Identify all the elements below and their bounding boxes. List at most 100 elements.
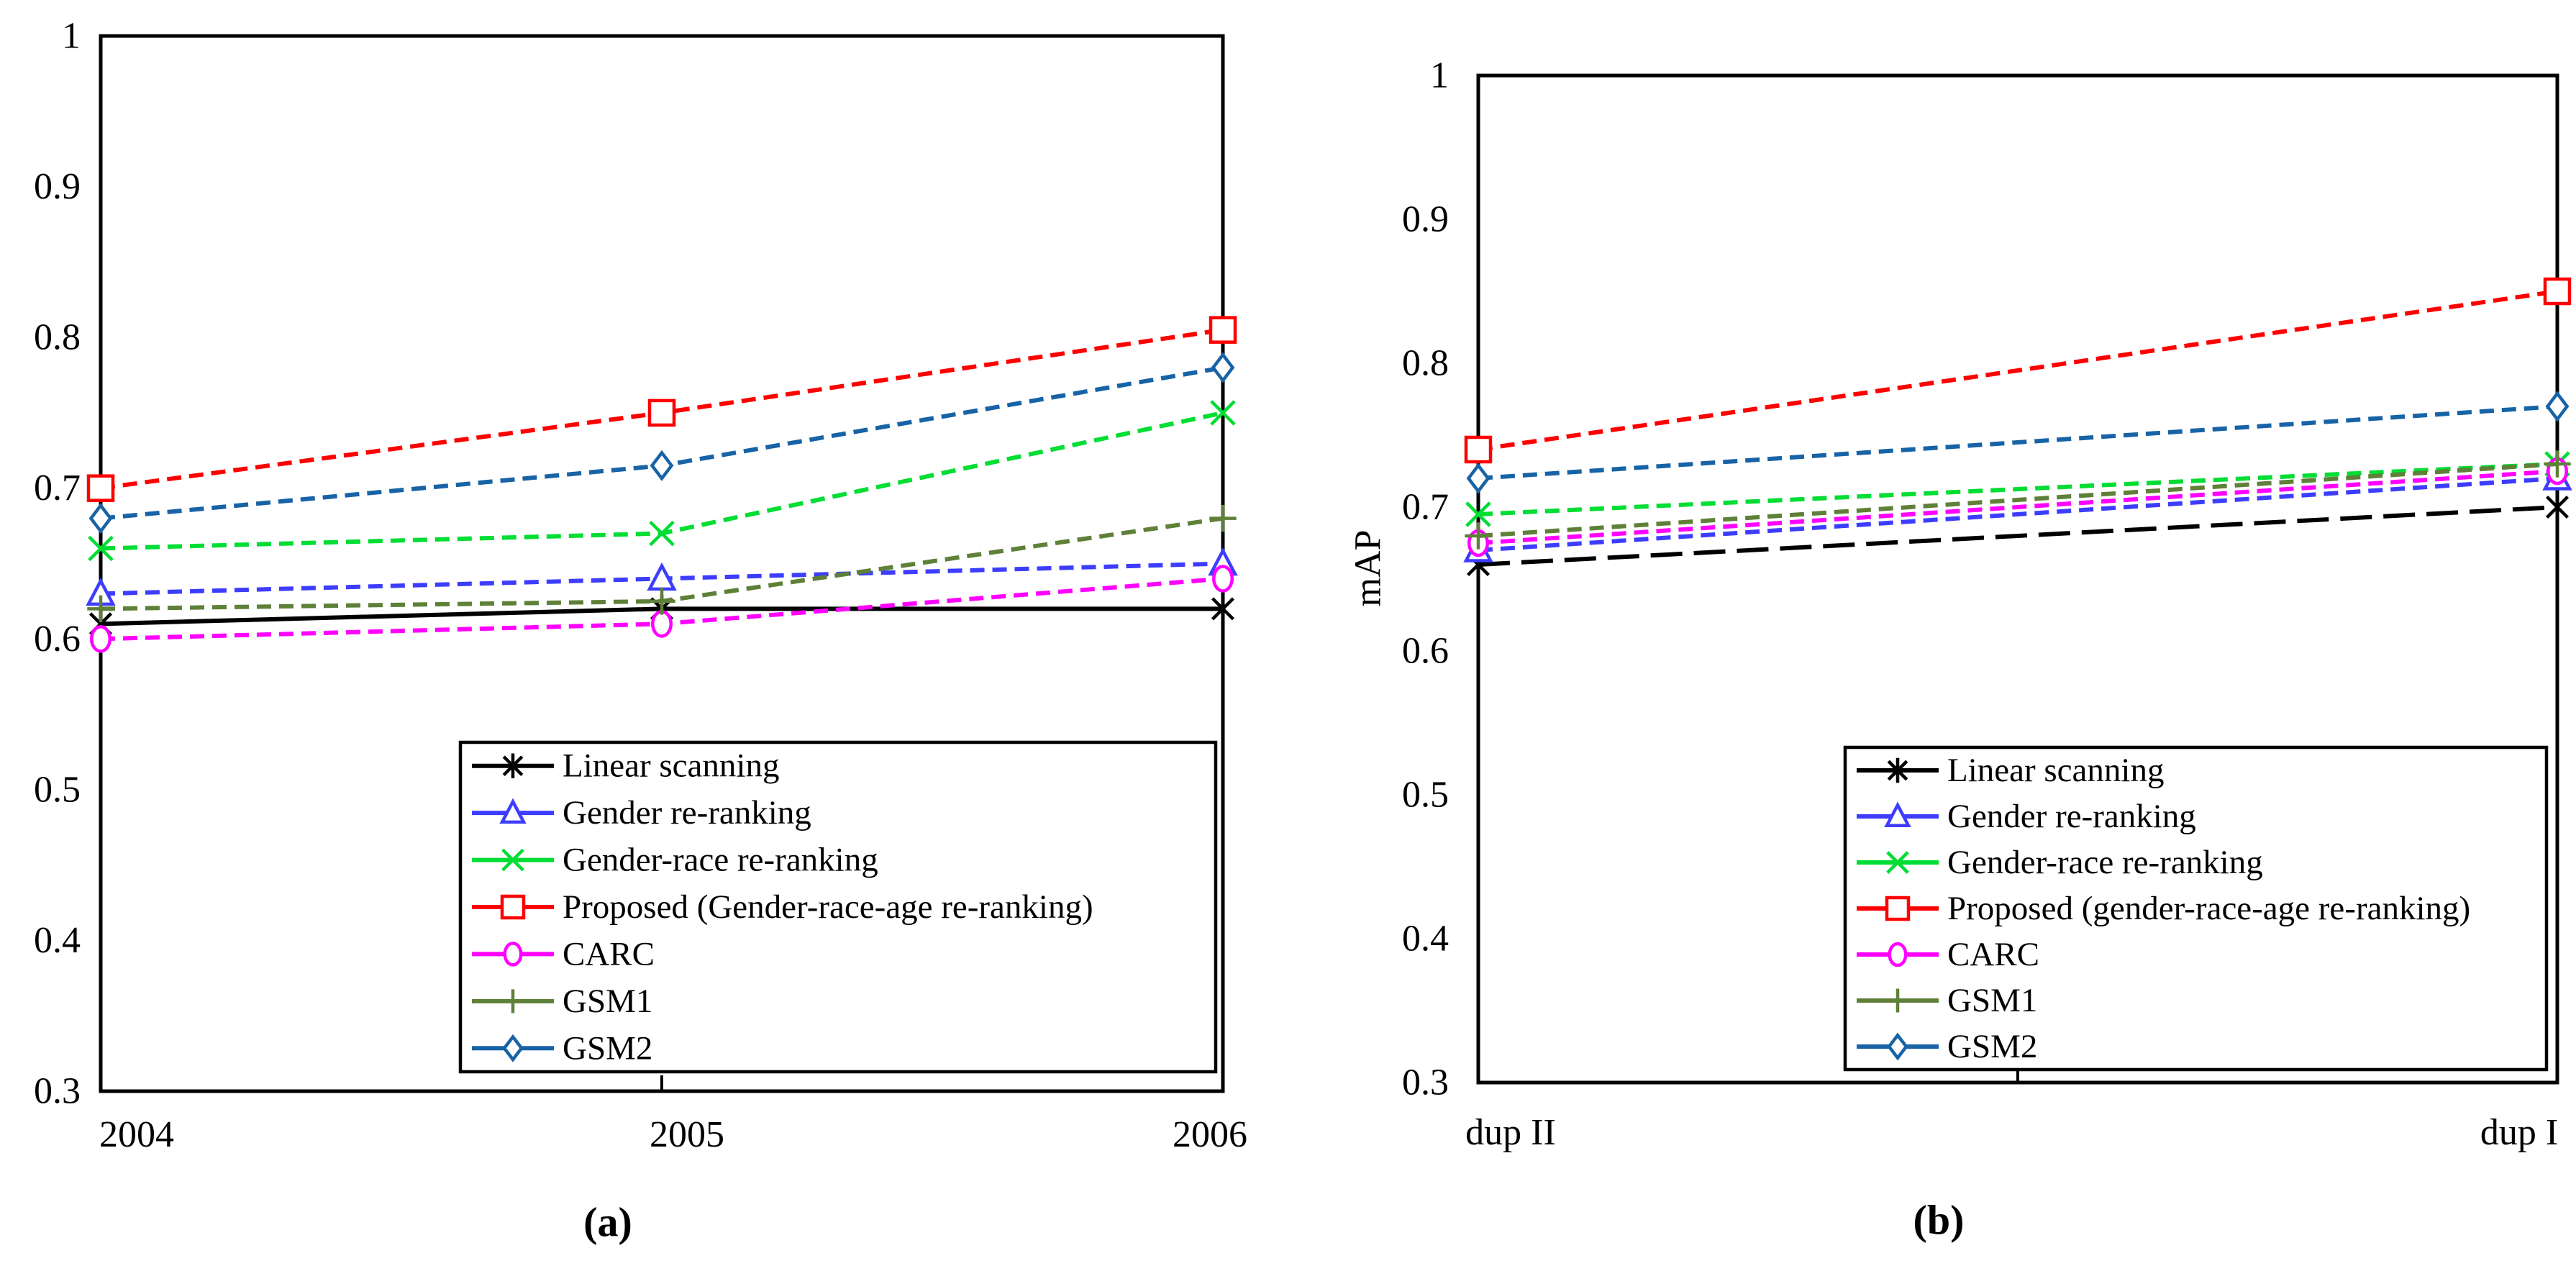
series-line-gsm1-b	[1478, 462, 2558, 538]
legend-label-gsm1-b: GSM1	[1947, 982, 2037, 1019]
series-marker-gsm2-b-dupII	[1466, 463, 1490, 494]
y-tick-label-a-0.7: 0.7	[34, 468, 81, 509]
series-marker-proposed-gender-race-age-re-ranking-a-2004	[86, 474, 115, 502]
legend-label-proposed-gender-race-age-re-ranking-b: Proposed (gender-race-age re-ranking)	[1947, 890, 2470, 927]
series-line-proposed-gender-race-age-re-ranking-b	[1478, 289, 2558, 452]
series-marker-linear-scanning-b-dupI	[2545, 493, 2570, 521]
legend-marker-gsm2-a	[502, 1034, 524, 1062]
legend-marker-carc-a	[503, 942, 523, 967]
y-tick-label-a-0.8: 0.8	[34, 317, 81, 358]
legend-label-proposed-gender-race-age-re-ranking-a: Proposed (Gender-race-age re-ranking)	[563, 888, 1093, 926]
legend-box-b	[1843, 745, 2549, 1072]
legend-marker-linear-scanning-b	[1887, 757, 1908, 783]
y-axis-title-b: mAP	[1348, 530, 1389, 607]
legend-marker-gender-race-re-ranking-a	[501, 848, 524, 872]
legend-label-gender-race-re-ranking-b: Gender-race re-ranking	[1947, 844, 2263, 881]
legend-label-gender-re-ranking-a: Gender re-ranking	[563, 794, 811, 832]
legend-item-gender-re-ranking-a: Gender re-ranking	[472, 794, 811, 832]
legend-marker-gsm1-b	[1885, 988, 1910, 1013]
y-tick-label-b-0.7: 0.7	[1402, 487, 1449, 528]
legend-label-gender-race-re-ranking-a: Gender-race re-ranking	[563, 842, 878, 879]
legend-item-gsm2-b: GSM2	[1857, 1028, 2037, 1065]
chart-a: 1 0.9 0.8 0.7 0.6 0.5 0.4 0.3 2004 2005 2006 Linear…	[34, 16, 1247, 1246]
legend-item-gsm1-a: GSM1	[472, 983, 652, 1020]
x-tick-label-b-dup-i: dup I	[2480, 1112, 2558, 1153]
series-marker-gsm2-a-2005	[650, 450, 674, 481]
legend-item-linear-scanning-b: Linear scanning	[1857, 752, 2164, 789]
legend-marker-gender-re-ranking-a	[499, 798, 527, 824]
legend-item-gender-re-ranking-b: Gender re-ranking	[1857, 798, 2196, 835]
series-marker-proposed-gender-race-age-re-ranking-a-2006	[1209, 316, 1237, 344]
y-tick-label-a-0.5: 0.5	[34, 769, 81, 810]
x-tick-label-a-2006: 2006	[1173, 1114, 1247, 1155]
legend-marker-proposed-gender-race-age-re-ranking-b	[1885, 896, 1911, 921]
chart-b: 1 0.9 0.8 0.7 0.6 0.5 0.4 0.3 dup II dup I mAP Line…	[1348, 55, 2572, 1244]
y-tick-label-a-0.9: 0.9	[34, 166, 81, 207]
legend-item-gsm1-b: GSM1	[1857, 982, 2037, 1019]
y-tick-label-a-0.3: 0.3	[34, 1071, 81, 1112]
series-marker-proposed-gender-race-age-re-ranking-b-dupI	[2543, 277, 2572, 306]
y-tick-label-b-0.5: 0.5	[1402, 775, 1449, 816]
legend-marker-gsm1-a	[501, 989, 525, 1013]
y-tick-label-b-1: 1	[1430, 55, 1449, 96]
y-tick-label-b-0.8: 0.8	[1402, 343, 1449, 384]
legend-item-linear-scanning-a: Linear scanning	[472, 747, 779, 785]
series-marker-gsm1-a-2006	[1209, 504, 1237, 532]
series-marker-gsm2-a-2006	[1211, 352, 1235, 383]
y-tick-label-a-1: 1	[62, 16, 81, 57]
series-marker-gender-race-re-ranking-a-2006	[1210, 400, 1236, 426]
series-marker-carc-a-2006	[1212, 565, 1234, 593]
legend-marker-gender-race-re-ranking-b	[1886, 851, 1909, 874]
y-tick-label-a-0.6: 0.6	[34, 619, 81, 660]
series-marker-proposed-gender-race-age-re-ranking-b-dupII	[1464, 435, 1493, 464]
legend-item-carc-b: CARC	[1857, 936, 2039, 973]
series-marker-gsm1-a-2004	[87, 595, 114, 623]
series-marker-linear-scanning-a-2006	[1211, 594, 1235, 623]
series-marker-gsm2-b-dupI	[2545, 391, 2570, 422]
legend-marker-gender-re-ranking-b	[1884, 801, 1911, 827]
x-tick-label-a-2005: 2005	[650, 1114, 724, 1155]
legend-item-gsm2-a: GSM2	[472, 1029, 652, 1067]
legend-label-gsm1-a: GSM1	[563, 983, 652, 1020]
series-marker-proposed-gender-race-age-re-ranking-a-2005	[647, 398, 676, 427]
series-marker-carc-a-2005	[651, 610, 673, 638]
x-tick-label-b-dup-ii: dup II	[1465, 1112, 1556, 1153]
caption-b: (b)	[1913, 1197, 1965, 1244]
y-tick-label-a-0.4: 0.4	[34, 920, 81, 961]
legend-marker-carc-b	[1888, 942, 1908, 967]
series-marker-gender-race-re-ranking-a-2005	[649, 520, 675, 547]
legend-item-gender-race-re-ranking-a: Gender-race re-ranking	[472, 842, 878, 879]
legend-label-gender-re-ranking-b: Gender re-ranking	[1947, 798, 2196, 835]
legend-marker-gsm2-b	[1887, 1032, 1908, 1061]
series-marker-gsm1-b-dupII	[1465, 522, 1492, 550]
series-marker-gender-race-re-ranking-b-dupII	[1465, 501, 1491, 527]
legend-label-carc-a: CARC	[563, 935, 655, 972]
series-marker-gsm1-a-2005	[648, 588, 675, 615]
legend-item-carc-a: CARC	[472, 935, 655, 972]
y-tick-label-b-0.6: 0.6	[1402, 631, 1449, 672]
legend-label-gsm2-b: GSM2	[1947, 1028, 2037, 1065]
series-line-gsm2-a	[100, 365, 1224, 521]
legend-item-proposed-gender-race-age-re-ranking-a: Proposed (Gender-race-age re-ranking)	[472, 888, 1093, 926]
series-marker-gsm1-b-dupI	[2544, 450, 2571, 478]
legend-label-linear-scanning-a: Linear scanning	[563, 747, 779, 785]
series-marker-gender-race-re-ranking-a-2004	[88, 535, 114, 562]
x-tick-label-a-2004: 2004	[99, 1114, 174, 1155]
series-line-gsm2-b	[1478, 404, 2558, 480]
series-line-gender-race-re-ranking-b	[1478, 462, 2558, 516]
series-line-carc-b	[1478, 469, 2558, 545]
legend-marker-proposed-gender-race-age-re-ranking-a	[500, 894, 526, 920]
legend-marker-linear-scanning-a	[502, 753, 524, 778]
series-line-linear-scanning-b	[1478, 505, 2558, 567]
legend-label-gsm2-a: GSM2	[563, 1029, 652, 1067]
series-marker-gsm2-a-2004	[88, 503, 113, 534]
legend-box-a	[458, 740, 1218, 1074]
legend-label-carc-b: CARC	[1947, 936, 2039, 973]
legend-item-gender-race-re-ranking-b: Gender-race re-ranking	[1857, 844, 2263, 881]
series-line-gender-re-ranking-b	[1478, 476, 2558, 552]
y-tick-label-b-0.4: 0.4	[1402, 919, 1449, 960]
legend-item-proposed-gender-race-age-re-ranking-b: Proposed (gender-race-age re-ranking)	[1857, 890, 2470, 927]
y-tick-label-b-0.3: 0.3	[1402, 1062, 1449, 1103]
